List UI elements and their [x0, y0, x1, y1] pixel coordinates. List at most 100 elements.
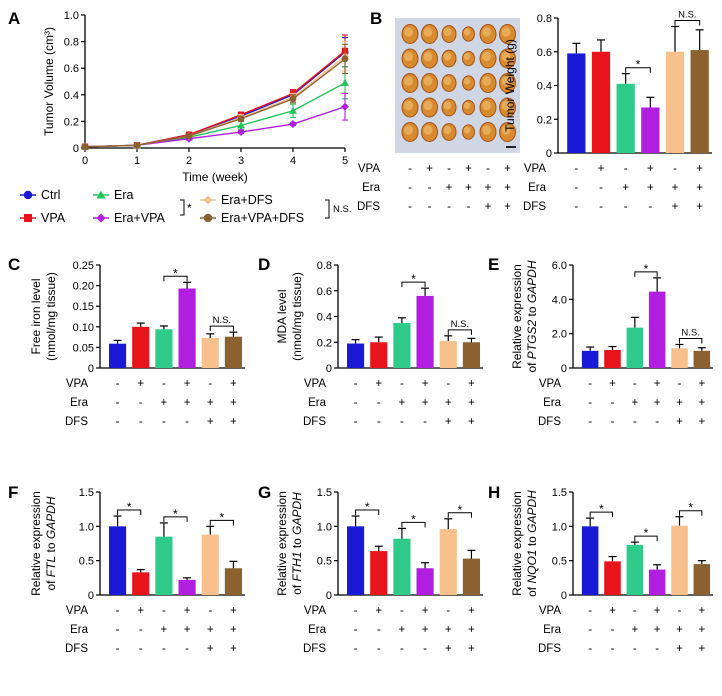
significance-bracket [625, 67, 651, 73]
legend-ns-bracket: N.S. [325, 199, 351, 219]
tumor-highlight [443, 27, 452, 37]
condition-sign: + [698, 624, 705, 636]
y-axis-label-line2: of FTH1 to GAPDH [290, 492, 304, 595]
legend-item-era-dfs: Era+DFS [200, 193, 273, 207]
condition-sign: + [468, 643, 475, 655]
significance-star: * [411, 272, 416, 286]
condition-sign: + [422, 624, 429, 636]
significance-star: * [599, 502, 604, 516]
significance-star: * [127, 500, 132, 514]
legend-item-vpa: VPA [20, 211, 66, 225]
bar-E-1 [604, 349, 621, 368]
condition-sign: - [611, 643, 615, 655]
y-tick-label: 0.20 [73, 281, 94, 293]
tumor-highlight [463, 126, 471, 134]
tumor-highlight [463, 101, 471, 110]
y-axis-label-line2: of NQO1 to GAPDH [525, 490, 539, 597]
tumor-grid [401, 24, 516, 142]
condition-sign: + [399, 624, 406, 636]
condition-sign: - [116, 624, 120, 636]
legend-star: * [187, 201, 192, 215]
tumor-sample [462, 26, 475, 42]
tumor-sample [441, 123, 457, 141]
condition-sign: + [631, 624, 638, 636]
condition-sign: + [375, 378, 382, 390]
condition-sign: - [574, 163, 578, 175]
condition-sign: - [116, 378, 120, 390]
condition-row-label: DFS [538, 643, 561, 655]
condition-sign: - [162, 416, 166, 428]
condition-sign: - [354, 643, 358, 655]
bar-D-5 [462, 342, 480, 368]
bar-F-2 [155, 536, 173, 595]
y-tick-label: 6.0 [552, 260, 567, 272]
condition-sign: - [624, 201, 628, 213]
legend-marker-diamond [96, 213, 106, 223]
condition-sign: - [648, 201, 652, 213]
series-line-era-dfs [84, 55, 346, 148]
panel-label-C: C [8, 255, 20, 274]
condition-sign: - [354, 416, 358, 428]
tumor-highlight [404, 51, 413, 62]
significance-bracket [447, 329, 472, 335]
bar-H-5 [693, 564, 711, 595]
panel-label-H: H [488, 483, 500, 502]
bar-H-4 [671, 525, 688, 595]
condition-sign: + [445, 624, 452, 636]
condition-sign: - [633, 643, 637, 655]
bar-H-0 [581, 526, 599, 595]
significance-bracket [679, 337, 703, 344]
condition-row-label: Era [543, 624, 562, 636]
condition-row-label: Era [362, 182, 381, 194]
y-tick-label: 0.4 [537, 81, 552, 93]
condition-sign: + [230, 378, 237, 390]
condition-sign: + [504, 182, 511, 194]
tumor-sample [421, 97, 438, 118]
y-tick-label: 1.5 [317, 487, 332, 499]
significance-star: * [644, 526, 649, 540]
tumor-highlight [482, 125, 491, 135]
tumor-sample [499, 122, 516, 142]
condition-row-label: VPA [358, 163, 380, 175]
condition-sign: - [185, 643, 189, 655]
bar-E-2 [626, 327, 644, 368]
condition-row-label: Era [308, 624, 327, 636]
tumor-sample [441, 98, 457, 117]
condition-sign: - [139, 643, 143, 655]
y-axis-label: Tumor Volume (cm³) [42, 27, 56, 136]
y-tick-label: 1.5 [552, 487, 567, 499]
legend-item-era-vpa-dfs: Era+VPA+DFS [200, 211, 304, 225]
condition-sign: - [354, 397, 358, 409]
condition-sign: - [139, 416, 143, 428]
significance-bracket [589, 511, 613, 518]
condition-sign: - [633, 378, 637, 390]
condition-sign: + [468, 378, 475, 390]
condition-sign: + [161, 397, 168, 409]
bar-B-1 [591, 51, 611, 153]
data-point [133, 141, 141, 149]
data-point [237, 115, 245, 123]
y-tick-label: 0.5 [317, 556, 332, 568]
condition-sign: + [609, 378, 616, 390]
chart-F: 0 0.5 1.0 1.5 Relative expression of FTL to G… [29, 487, 245, 655]
condition-sign: + [698, 397, 705, 409]
condition-sign: + [672, 182, 679, 194]
y-axis-label: Relative expression [510, 264, 524, 369]
significance-bracket [355, 509, 380, 516]
bar-E-4 [671, 348, 688, 368]
tumor-highlight [482, 27, 491, 37]
data-point [341, 55, 349, 63]
chart-G: 0 0.5 1.0 1.5 Relative expression of FTH1 to … [275, 487, 483, 655]
significance-bracket [209, 325, 234, 332]
condition-sign: - [633, 605, 637, 617]
y-tick-label: 0.2 [537, 114, 552, 126]
condition-row-label: VPA [539, 605, 561, 617]
tumor-sample [499, 24, 516, 44]
condition-sign: - [377, 624, 381, 636]
tumor-sample [479, 97, 497, 118]
condition-sign: + [230, 416, 237, 428]
significance-star: * [219, 510, 224, 524]
condition-row-label: VPA [66, 605, 88, 617]
condition-sign: - [673, 163, 677, 175]
tumor-sample [441, 25, 457, 43]
